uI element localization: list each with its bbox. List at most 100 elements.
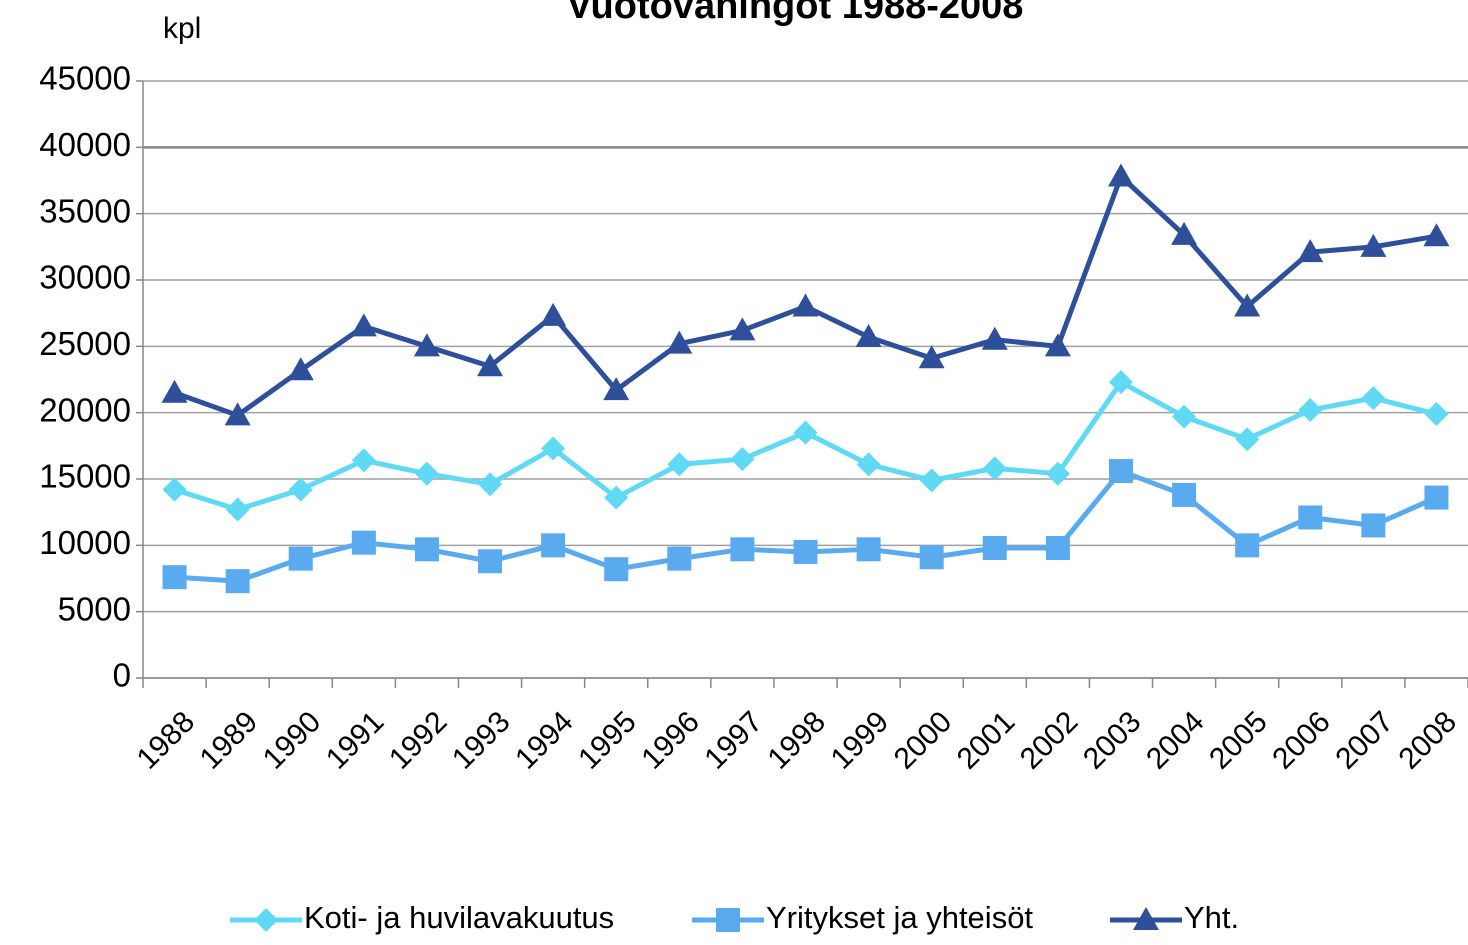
marker [1297, 239, 1324, 263]
x-tick-label: 1989 [194, 705, 265, 776]
y-tick-label: 40000 [39, 126, 131, 163]
marker [1171, 221, 1198, 245]
y-tick-label: 5000 [58, 590, 131, 627]
x-tick-label: 2007 [1329, 705, 1400, 776]
marker [1298, 505, 1323, 530]
x-tick-label: 2005 [1203, 705, 1274, 776]
marker [162, 477, 187, 502]
x-tick-label: 2002 [1014, 705, 1085, 776]
x-tick-label: 1996 [635, 705, 706, 776]
x-tick-label: 1991 [320, 705, 391, 776]
marker [413, 333, 440, 357]
marker [351, 448, 376, 473]
marker [793, 539, 818, 564]
marker [477, 353, 504, 377]
marker [540, 302, 567, 326]
marker [730, 537, 755, 562]
marker [666, 330, 693, 354]
x-tick-label: 1997 [698, 705, 769, 776]
marker [1235, 427, 1260, 452]
marker [1424, 401, 1449, 426]
marker [351, 530, 376, 555]
x-tick-label: 1998 [762, 705, 833, 776]
x-tick-label: 1995 [572, 705, 643, 776]
y-tick-label: 0 [113, 657, 131, 694]
y-tick-label: 20000 [39, 391, 131, 428]
x-tick-label: 2008 [1392, 705, 1463, 776]
marker [603, 377, 630, 401]
x-tick-label: 2006 [1266, 705, 1337, 776]
marker [1360, 233, 1387, 257]
marker [604, 485, 629, 510]
x-tick-label: 1994 [509, 705, 580, 776]
x-tick-label: 2001 [951, 705, 1022, 776]
marker [730, 447, 755, 472]
marker [982, 535, 1007, 560]
marker [855, 324, 882, 348]
marker [161, 379, 188, 403]
x-tick-label: 1990 [257, 705, 328, 776]
marker [1044, 333, 1071, 357]
x-tick-label: 1992 [383, 705, 454, 776]
marker [716, 908, 740, 932]
marker [287, 357, 314, 381]
marker [224, 402, 251, 426]
marker [1298, 398, 1323, 423]
marker [254, 908, 278, 932]
marker [856, 452, 881, 477]
marker [1234, 293, 1261, 317]
marker [478, 472, 503, 497]
y-axis-label: kpl [163, 12, 201, 45]
marker [414, 537, 439, 562]
y-tick-label: 10000 [39, 524, 131, 561]
marker [1361, 386, 1386, 411]
marker [918, 345, 945, 369]
y-tick-label: 30000 [39, 259, 131, 296]
marker [162, 565, 187, 590]
marker [1423, 223, 1450, 247]
marker [288, 477, 313, 502]
x-tick-label: 1988 [131, 705, 202, 776]
marker [667, 546, 692, 571]
marker [1108, 370, 1133, 395]
marker [1172, 404, 1197, 429]
y-tick-label: 25000 [39, 325, 131, 362]
x-tick-label: 2004 [1140, 705, 1211, 776]
y-tick-label: 45000 [39, 60, 131, 97]
marker [1172, 482, 1197, 507]
marker [288, 546, 313, 571]
marker [792, 293, 819, 317]
marker [919, 545, 944, 570]
marker [1045, 535, 1070, 560]
marker [729, 317, 756, 341]
marker [604, 557, 629, 582]
marker [225, 497, 250, 522]
marker [981, 326, 1008, 350]
marker [667, 452, 692, 477]
legend-label: Yritykset ja yhteisöt [766, 900, 1033, 935]
marker [1108, 459, 1133, 484]
legend-label: Koti- ja huvilavakuutus [304, 900, 614, 935]
marker [541, 436, 566, 461]
y-tick-label: 35000 [39, 192, 131, 229]
marker [414, 461, 439, 486]
marker [856, 537, 881, 562]
marker [541, 533, 566, 558]
marker [1361, 513, 1386, 538]
marker [350, 313, 377, 337]
x-tick-label: 2003 [1077, 705, 1148, 776]
x-tick-label: 1993 [446, 705, 517, 776]
series-line [174, 468, 1438, 584]
x-tick-label: 1999 [825, 705, 896, 776]
x-tick-label: 2000 [888, 705, 959, 776]
marker [478, 549, 503, 574]
marker [1107, 163, 1134, 187]
marker [1424, 485, 1449, 510]
marker [919, 468, 944, 493]
marker [793, 420, 818, 445]
marker [1235, 533, 1260, 558]
marker [982, 456, 1007, 481]
y-tick-label: 15000 [39, 458, 131, 495]
marker [225, 569, 250, 594]
